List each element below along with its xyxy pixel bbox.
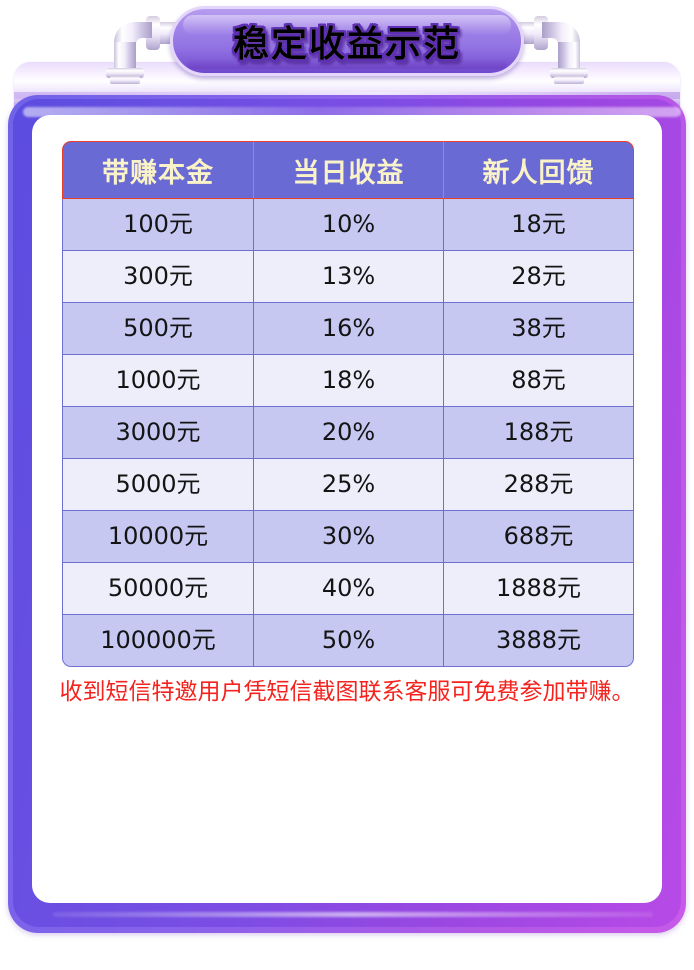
page-title: 稳定收益示范 — [233, 15, 461, 67]
cell-principal: 10000元 — [62, 511, 253, 563]
cell-daily-return: 13% — [253, 251, 443, 303]
column-header-principal: 带赚本金 — [62, 141, 253, 199]
cell-principal: 1000元 — [62, 355, 253, 407]
cell-newcomer-bonus: 28元 — [443, 251, 634, 303]
cell-principal: 50000元 — [62, 563, 253, 615]
table-row: 100000元 50% 3888元 — [62, 615, 634, 667]
earnings-table-wrap: 带赚本金 当日收益 新人回馈 100元 10% 18元 300元 13% 28元… — [62, 141, 634, 667]
table-row: 100元 10% 18元 — [62, 199, 634, 251]
cell-daily-return: 25% — [253, 459, 443, 511]
title-banner: 稳定收益示范 — [170, 6, 524, 76]
cell-daily-return: 20% — [253, 407, 443, 459]
cell-principal: 300元 — [62, 251, 253, 303]
table-row: 1000元 18% 88元 — [62, 355, 634, 407]
cell-newcomer-bonus: 288元 — [443, 459, 634, 511]
cell-principal: 5000元 — [62, 459, 253, 511]
cell-newcomer-bonus: 188元 — [443, 407, 634, 459]
frame-gloss-bottom-highlight — [53, 912, 653, 917]
cell-daily-return: 18% — [253, 355, 443, 407]
cell-daily-return: 30% — [253, 511, 443, 563]
cell-daily-return: 10% — [253, 199, 443, 251]
table-row: 300元 13% 28元 — [62, 251, 634, 303]
table-header-row: 带赚本金 当日收益 新人回馈 — [62, 141, 634, 199]
column-header-daily-return: 当日收益 — [253, 141, 443, 199]
footnote-text: 收到短信特邀用户凭短信截图联系客服可免费参加带赚。 — [59, 679, 635, 705]
cell-newcomer-bonus: 38元 — [443, 303, 634, 355]
table-row: 50000元 40% 1888元 — [62, 563, 634, 615]
table-row: 5000元 25% 288元 — [62, 459, 634, 511]
cell-daily-return: 40% — [253, 563, 443, 615]
table-body: 100元 10% 18元 300元 13% 28元 500元 16% 38元 1… — [62, 199, 634, 667]
cell-principal: 100000元 — [62, 615, 253, 667]
cell-newcomer-bonus: 88元 — [443, 355, 634, 407]
cell-daily-return: 50% — [253, 615, 443, 667]
earnings-table: 带赚本金 当日收益 新人回馈 100元 10% 18元 300元 13% 28元… — [62, 141, 634, 667]
column-header-newcomer-bonus: 新人回馈 — [443, 141, 634, 199]
table-row: 10000元 30% 688元 — [62, 511, 634, 563]
table-row: 3000元 20% 188元 — [62, 407, 634, 459]
cell-newcomer-bonus: 1888元 — [443, 563, 634, 615]
cell-newcomer-bonus: 688元 — [443, 511, 634, 563]
table-row: 500元 16% 38元 — [62, 303, 634, 355]
cell-newcomer-bonus: 18元 — [443, 199, 634, 251]
cell-principal: 100元 — [62, 199, 253, 251]
cell-principal: 3000元 — [62, 407, 253, 459]
cell-newcomer-bonus: 3888元 — [443, 615, 634, 667]
cell-daily-return: 16% — [253, 303, 443, 355]
cell-principal: 500元 — [62, 303, 253, 355]
